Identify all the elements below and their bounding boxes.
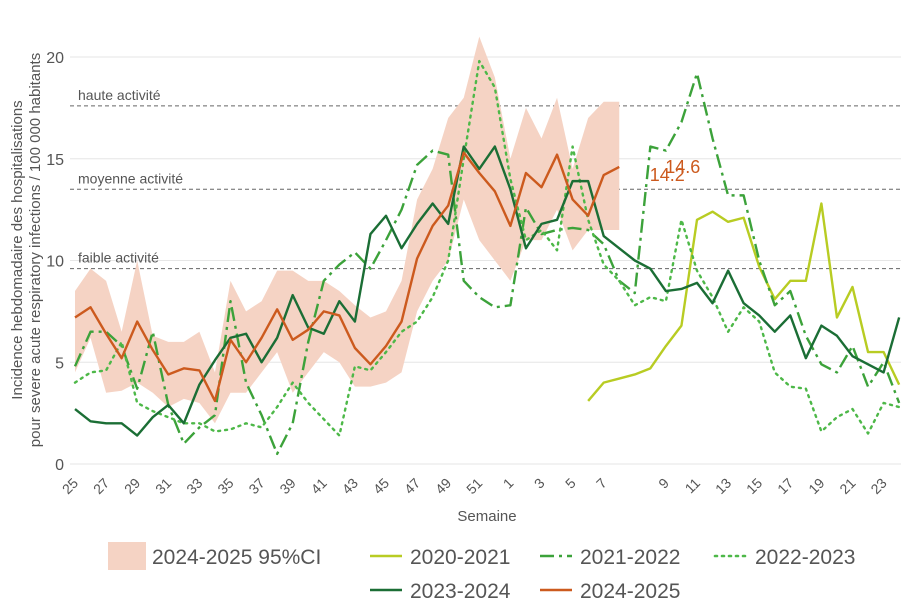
confidence-band (75, 36, 620, 424)
y-tick-label: 5 (55, 355, 64, 372)
series-line (74, 151, 620, 403)
legend-label: 2020-2021 (410, 546, 510, 569)
x-tick-label: 13 (712, 475, 734, 497)
x-tick-label: 29 (121, 475, 143, 497)
x-tick-label: 31 (152, 475, 174, 497)
x-tick-label: 41 (308, 475, 330, 497)
y-tick-label: 15 (46, 152, 64, 169)
x-tick-label: 51 (463, 475, 485, 497)
y-tick-label: 20 (46, 50, 64, 67)
x-tick-label: 49 (432, 475, 454, 497)
x-tick-label: 19 (805, 475, 827, 497)
x-tick-label: 39 (276, 475, 298, 497)
x-tick-label: 1 (500, 475, 517, 492)
x-tick-label: 45 (370, 475, 392, 497)
reference-label: faible activité (78, 250, 159, 266)
x-axis-label: Semaine (457, 508, 516, 525)
x-tick-label: 47 (401, 475, 423, 497)
x-tick-label: 11 (682, 475, 704, 497)
x-tick-label: 21 (836, 475, 858, 497)
reference-label: moyenne activité (78, 170, 183, 186)
legend-label: 2022-2023 (755, 546, 855, 569)
series-line (74, 145, 901, 437)
legend-label: 2023-2024 (410, 580, 511, 599)
x-tick-label: 25 (59, 475, 81, 497)
y-axis-label: pour severe acute respiratory infections… (27, 53, 44, 447)
series-line (73, 72, 901, 456)
y-tick-label: 10 (46, 254, 64, 271)
x-tick-label: 27 (90, 475, 112, 497)
x-tick-label: 9 (655, 475, 672, 492)
x-tick-label: 5 (562, 475, 579, 492)
x-tick-label: 23 (867, 475, 889, 497)
legend-label: 2024-2025 (580, 580, 680, 599)
x-tick-label: 15 (743, 475, 765, 497)
y-axis-label: Incidence hebdomadaire des hospitalisati… (9, 100, 26, 399)
x-tick-label: 35 (214, 475, 236, 497)
x-tick-label: 33 (183, 475, 205, 497)
data-label: 14.6 (665, 157, 700, 177)
x-tick-label: 3 (531, 475, 548, 492)
legend-label: 2021-2022 (580, 546, 680, 569)
x-tick-label: 17 (774, 475, 796, 497)
reference-label: haute activité (78, 87, 161, 103)
series-line (587, 202, 901, 402)
series-line (73, 59, 901, 437)
x-tick-label: 37 (245, 475, 267, 497)
data-label: 14.2 (650, 165, 685, 185)
legend-label: 2024-2025 95%CI (152, 546, 321, 569)
x-tick-label: 7 (593, 475, 610, 492)
y-tick-label: 0 (55, 457, 64, 474)
legend-swatch (108, 542, 146, 570)
x-tick-label: 43 (339, 475, 361, 497)
